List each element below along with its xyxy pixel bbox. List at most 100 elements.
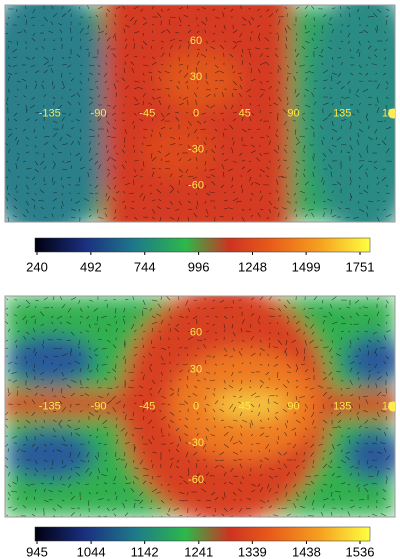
wind-arrow — [96, 483, 99, 486]
wind-arrow — [329, 451, 333, 455]
wind-arrow — [304, 339, 307, 346]
wind-arrow — [61, 86, 66, 90]
wind-arrow — [277, 467, 282, 470]
wind-arrow — [349, 168, 352, 174]
wind-arrow — [196, 30, 200, 34]
wind-arrow — [128, 371, 135, 374]
wind-arrow — [186, 111, 189, 114]
wind-arrow — [78, 176, 81, 183]
wind-arrow — [31, 56, 36, 60]
wind-arrow — [133, 144, 135, 148]
wind-arrow — [383, 64, 387, 67]
wind-arrow — [214, 64, 219, 69]
wind-arrow — [158, 167, 162, 170]
wind-arrow — [97, 72, 101, 76]
wind-arrow — [205, 208, 209, 214]
wind-arrow — [373, 12, 378, 18]
wind-arrow — [23, 95, 27, 98]
wind-arrow — [302, 117, 306, 122]
wind-arrow — [25, 104, 27, 111]
wind-arrow — [124, 14, 128, 18]
wind-arrow — [376, 24, 378, 31]
wind-arrow — [113, 216, 117, 220]
wind-arrow — [185, 315, 189, 319]
wind-arrow — [328, 164, 333, 170]
wind-arrow — [140, 168, 144, 171]
wind-arrow — [34, 168, 39, 173]
wind-arrow — [70, 369, 74, 373]
wind-arrow — [385, 126, 392, 130]
wind-arrow — [94, 80, 99, 83]
wind-arrow — [122, 191, 126, 194]
wind-arrow — [358, 200, 360, 204]
wind-arrow — [294, 61, 297, 66]
wind-arrow — [203, 378, 207, 381]
wind-arrow — [219, 408, 225, 413]
wind-arrow — [25, 84, 27, 90]
wind-arrow — [192, 176, 198, 180]
wind-arrow — [178, 168, 183, 173]
wind-arrow — [212, 32, 216, 35]
wind-arrow — [376, 427, 381, 431]
wind-arrow — [165, 168, 171, 170]
wind-arrow — [291, 339, 297, 343]
wind-arrow — [106, 36, 111, 42]
wind-arrow — [88, 491, 91, 495]
wind-arrow — [367, 339, 372, 343]
wind-arrow — [52, 132, 58, 138]
wind-arrow — [277, 435, 279, 440]
wind-arrow — [193, 443, 198, 449]
wind-arrow — [16, 321, 18, 325]
wind-arrow — [122, 330, 126, 333]
wind-arrow — [366, 205, 369, 210]
wind-arrow — [232, 71, 236, 74]
wind-arrow — [283, 463, 288, 469]
wind-arrow — [39, 189, 45, 194]
wind-arrow — [331, 214, 337, 218]
wind-arrow — [312, 172, 315, 178]
wind-arrow — [276, 179, 279, 186]
wind-arrow — [150, 499, 153, 503]
wind-arrow — [96, 427, 99, 432]
wind-arrow — [331, 120, 334, 127]
wind-arrow — [293, 411, 297, 415]
wind-arrow — [105, 192, 108, 197]
wind-arrow — [277, 459, 281, 464]
wind-arrow — [374, 363, 378, 369]
wind-arrow — [329, 433, 333, 437]
wind-arrow — [205, 499, 212, 502]
wind-arrow — [185, 417, 189, 421]
wind-arrow — [169, 475, 173, 478]
wind-arrow — [272, 346, 279, 349]
wind-arrow — [331, 72, 337, 75]
wind-arrow — [265, 435, 270, 437]
wind-arrow — [212, 393, 216, 397]
wind-arrow — [273, 149, 279, 154]
wind-arrow — [375, 28, 378, 34]
wind-arrow — [257, 32, 261, 39]
wind-arrow — [223, 118, 225, 122]
wind-arrow — [34, 385, 40, 389]
wind-arrow — [329, 16, 333, 21]
wind-arrow — [259, 347, 265, 352]
wind-arrow — [257, 104, 261, 106]
wind-arrow — [66, 384, 72, 389]
wind-arrow — [240, 327, 243, 333]
wind-arrow — [304, 483, 311, 486]
wind-arrow — [328, 371, 333, 376]
wind-arrow — [268, 24, 272, 27]
wind-arrow — [358, 362, 362, 365]
wind-arrow — [52, 368, 58, 373]
wind-arrow — [7, 88, 10, 93]
wind-arrow — [112, 32, 117, 38]
wind-arrow — [57, 347, 63, 350]
wind-arrow — [169, 189, 174, 194]
wind-arrow — [156, 491, 162, 494]
wind-arrow — [32, 176, 36, 181]
wind-arrow — [97, 443, 102, 445]
wind-arrow — [124, 182, 131, 186]
wind-arrow — [7, 40, 13, 43]
wind-arrow — [97, 451, 99, 458]
wind-arrow — [248, 95, 252, 98]
wind-arrow — [339, 347, 342, 350]
